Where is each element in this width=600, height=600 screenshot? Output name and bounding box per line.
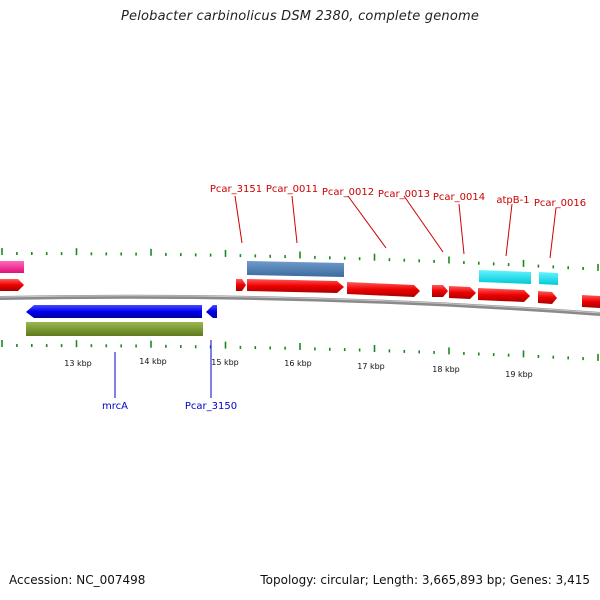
genome-title: Pelobacter carbinolicus DSM 2380, comple… bbox=[120, 9, 480, 24]
forward-gene-pcar-0012 bbox=[347, 282, 420, 297]
gene-label-pcar-0012: Pcar_0012 bbox=[322, 187, 374, 198]
reverse-gene-mrca bbox=[26, 305, 202, 318]
forward-gene-right-edge bbox=[582, 295, 600, 308]
bottom-label-leaders bbox=[114, 340, 212, 398]
inner-tick-row bbox=[1, 340, 599, 361]
accession-text: Accession: NC_007498 bbox=[9, 573, 146, 587]
reverse-gene-pcar-3150 bbox=[206, 305, 217, 318]
genome-summary-text: Topology: circular; Length: 3,665,893 bp… bbox=[260, 573, 590, 587]
inner-feature-track bbox=[26, 322, 203, 336]
steelblue-feature bbox=[247, 261, 344, 277]
forward-gene-track bbox=[0, 279, 600, 308]
gene-label-pcar-0016: Pcar_0016 bbox=[534, 198, 586, 209]
kbp-scale-labels: 13 kbp 14 kbp 15 kbp 16 kbp 17 kbp 18 kb… bbox=[64, 357, 533, 379]
kbp-label-13: 13 kbp bbox=[64, 359, 92, 368]
gene-label-pcar-3151: Pcar_3151 bbox=[210, 184, 262, 195]
gene-label-atpb-1: atpB-1 bbox=[496, 195, 529, 206]
magenta-feature bbox=[0, 261, 24, 273]
forward-gene-pcar-0016 bbox=[538, 291, 557, 304]
gene-label-mrca: mrcA bbox=[102, 401, 128, 412]
forward-gene-pcar-0011 bbox=[247, 279, 344, 293]
forward-gene-pcar-3151 bbox=[236, 279, 246, 291]
outer-tick-row bbox=[1, 248, 599, 271]
kbp-label-18: 18 kbp bbox=[432, 365, 460, 374]
kbp-label-15: 15 kbp bbox=[211, 358, 239, 367]
top-gene-labels: Pcar_3151 Pcar_0011 Pcar_0012 Pcar_0013 … bbox=[210, 184, 586, 209]
gene-label-pcar-0011: Pcar_0011 bbox=[266, 184, 318, 195]
olive-feature bbox=[26, 322, 203, 336]
forward-gene-pcar-0013 bbox=[432, 285, 448, 297]
kbp-label-16: 16 kbp bbox=[284, 359, 312, 368]
genome-backbone bbox=[0, 294, 600, 316]
outer-feature-track bbox=[0, 261, 558, 285]
gene-label-pcar-0014: Pcar_0014 bbox=[433, 192, 485, 203]
bottom-gene-labels: mrcA Pcar_3150 bbox=[102, 401, 237, 412]
kbp-label-17: 17 kbp bbox=[357, 362, 385, 371]
kbp-label-14: 14 kbp bbox=[139, 357, 167, 366]
cyan-feature-1 bbox=[479, 270, 531, 284]
gene-label-pcar-3150: Pcar_3150 bbox=[185, 401, 237, 412]
gene-label-pcar-0013: Pcar_0013 bbox=[378, 189, 430, 200]
cyan-feature-2 bbox=[539, 272, 558, 285]
reverse-gene-track bbox=[26, 305, 217, 318]
top-label-leaders bbox=[234, 195, 557, 259]
forward-gene-left-edge bbox=[0, 279, 24, 291]
kbp-label-19: 19 kbp bbox=[505, 370, 533, 379]
forward-gene-pcar-0014 bbox=[449, 286, 476, 299]
forward-gene-atpb-1 bbox=[478, 288, 530, 302]
